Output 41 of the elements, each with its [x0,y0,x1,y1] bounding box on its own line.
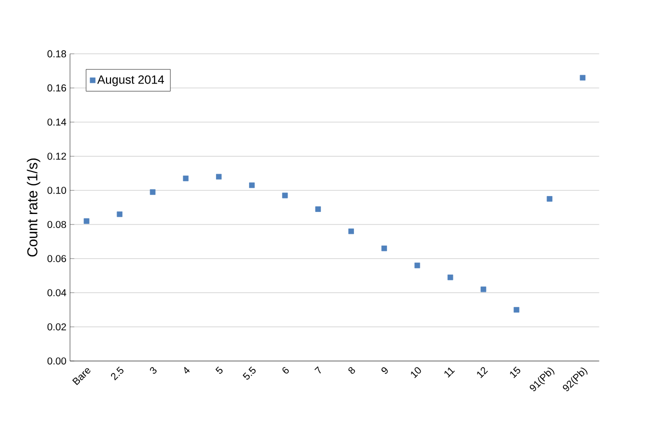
point [84,218,90,224]
x-tick-label: 4 [184,366,190,374]
y-tick-label: 0.06 [47,255,66,262]
y-axis-title: Count rate (1/s) [26,158,40,257]
point [116,211,122,218]
x-tick-label: 6 [282,367,289,374]
x-tick-label: 15 [510,366,520,378]
point [315,206,321,212]
point [480,286,486,292]
y-tick-label: 0.02 [47,323,66,330]
point [150,189,156,195]
point [448,274,454,280]
y-tick-label: 0.16 [47,84,66,92]
point [249,182,255,188]
y-tick-label: 0.04 [47,289,66,296]
x-tick-label: 3 [150,367,157,374]
x-tick-label: 5 [215,366,223,374]
y-tick-label: 0.08 [47,220,66,228]
y-tick-label: 0.10 [47,186,66,194]
x-tick-label: 9 [381,367,388,374]
legend-label: August 2014 [97,75,164,86]
x-tick-label: 12 [477,367,488,378]
y-tick-label: 0.00 [47,357,66,365]
point [182,176,189,182]
x-tick-label: 5.5 [242,366,256,380]
point [381,246,387,252]
y-tick-label: 0.18 [47,50,66,58]
y-tick-label: 0.14 [47,118,66,126]
point [348,228,354,234]
x-tick-label: 8 [348,367,356,374]
x-tick-label: 11 [444,368,455,378]
x-tick-label: 2.5 [111,366,124,380]
x-tick-label: 10 [410,367,421,378]
point [546,196,552,202]
y-tick-label: 0.12 [47,152,66,160]
point [216,174,222,180]
point [282,192,288,198]
point [514,307,520,313]
x-tick-label: 7 [314,366,321,374]
point [414,262,420,268]
point [580,74,586,81]
